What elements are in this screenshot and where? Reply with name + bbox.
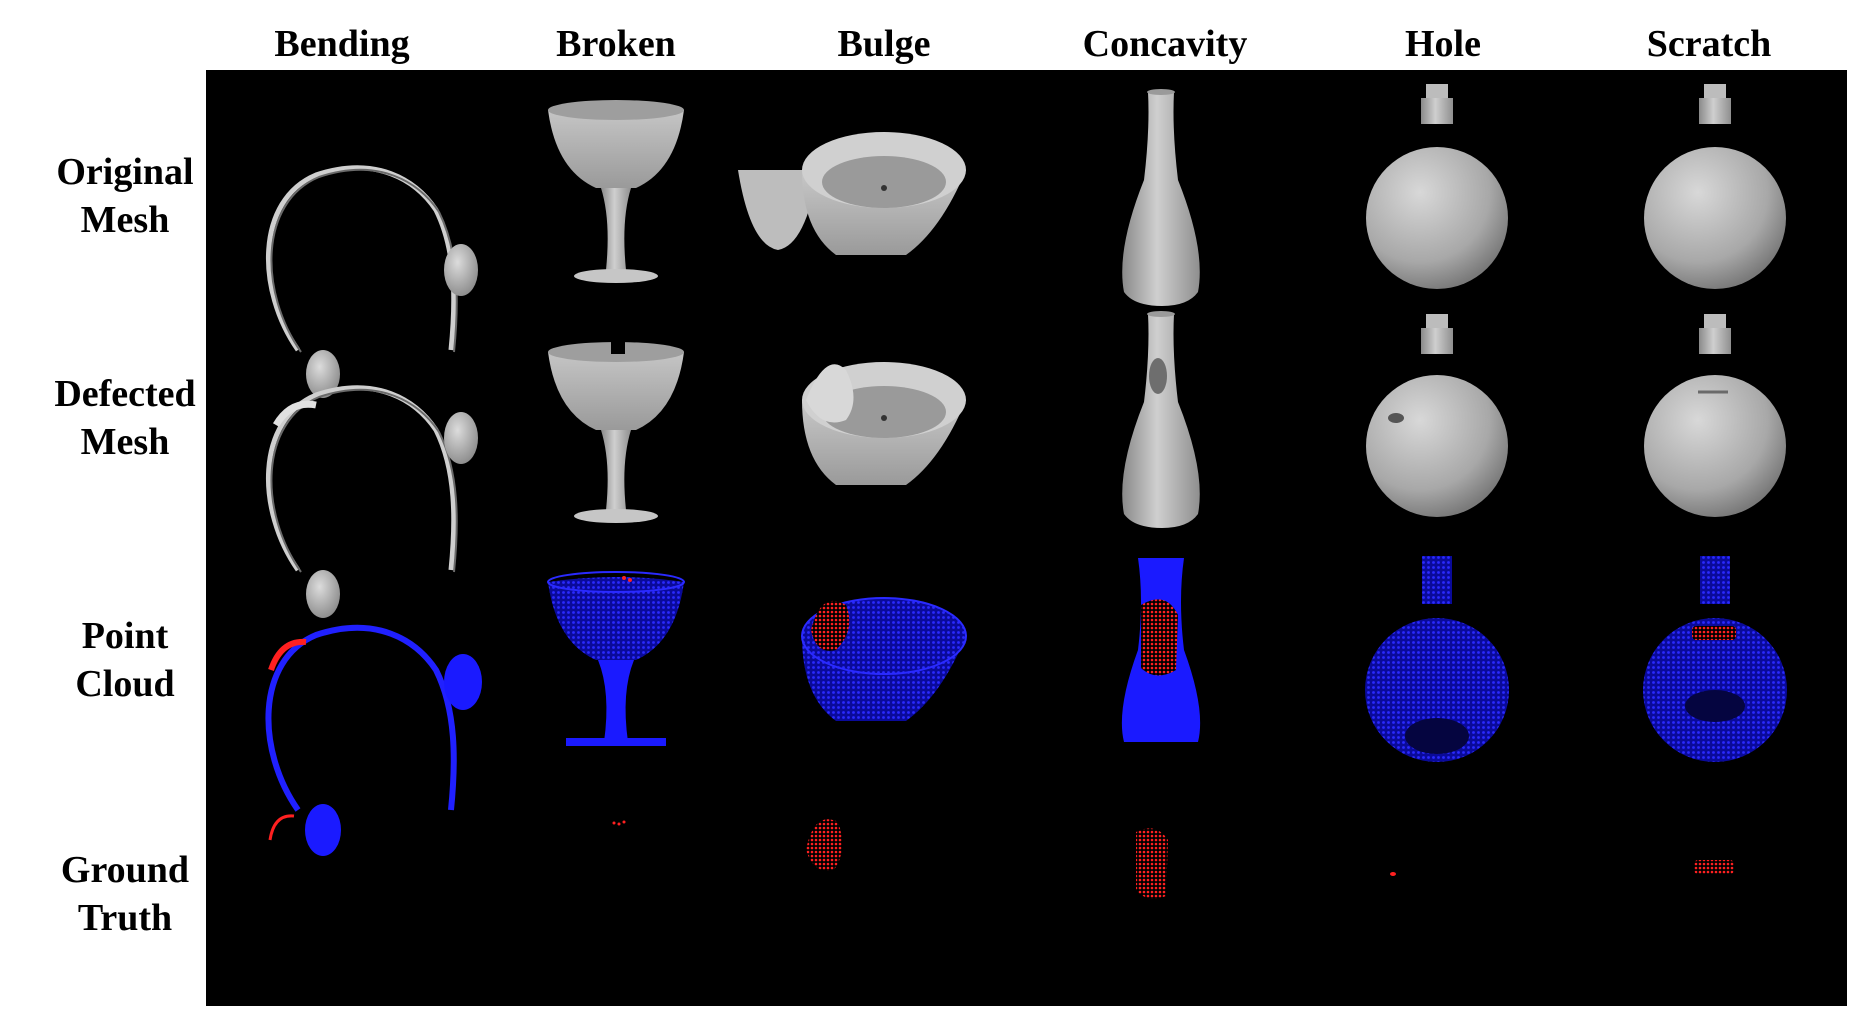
- groundtruth-scratch: [1694, 860, 1734, 874]
- original-bowl: [738, 132, 966, 255]
- row-label-line: Truth: [77, 897, 173, 939]
- row-label-line: Defected: [54, 373, 196, 415]
- pointcloud-vase: [1121, 558, 1201, 742]
- row-label-line: Mesh: [80, 421, 170, 463]
- row-label-defected-mesh: Defected Mesh: [30, 370, 220, 466]
- groundtruth-concavity: [1136, 828, 1168, 899]
- row-label-line: Cloud: [75, 663, 175, 705]
- groundtruth-bending: [268, 814, 295, 841]
- row-label-point-cloud: Point Cloud: [30, 612, 220, 708]
- original-headphones: [266, 165, 478, 398]
- row-label-line: Ground: [60, 849, 190, 891]
- defected-goblet: [548, 342, 684, 523]
- render-grid: [265, 84, 1787, 899]
- groundtruth-hole: [1390, 872, 1396, 876]
- row-label-original-mesh: Original Mesh: [30, 148, 220, 244]
- render-panel: [206, 70, 1847, 1006]
- row-label-line: Original: [56, 151, 194, 193]
- pointcloud-bottle-hole: [1365, 556, 1509, 762]
- original-bottle: [1366, 84, 1508, 289]
- column-header-broken: Broken: [556, 23, 676, 65]
- defected-bottle-hole: [1366, 314, 1508, 517]
- defected-headphones: [266, 385, 478, 618]
- pointcloud-headphones: [265, 624, 482, 856]
- original-goblet: [548, 100, 684, 283]
- pointcloud-goblet: [547, 571, 685, 746]
- defected-vase: [1122, 311, 1200, 528]
- column-header-bulge: Bulge: [837, 23, 931, 65]
- groundtruth-broken: [612, 820, 626, 826]
- column-header-bending: Bending: [274, 23, 410, 65]
- defected-bottle-scratch: [1644, 314, 1786, 517]
- groundtruth-bulge: [806, 819, 843, 871]
- original-vase: [1122, 89, 1200, 306]
- pointcloud-bowl: [801, 597, 967, 721]
- original-bottle-scratch: [1644, 84, 1786, 289]
- pointcloud-bottle-scratch: [1643, 556, 1787, 762]
- column-header-hole: Hole: [1405, 23, 1481, 65]
- row-label-line: Point: [81, 615, 169, 657]
- defected-bowl: [802, 362, 966, 485]
- column-header-scratch: Scratch: [1646, 23, 1772, 65]
- row-label-line: Mesh: [80, 199, 170, 241]
- row-label-ground-truth: Ground Truth: [30, 846, 220, 942]
- column-header-concavity: Concavity: [1082, 23, 1248, 65]
